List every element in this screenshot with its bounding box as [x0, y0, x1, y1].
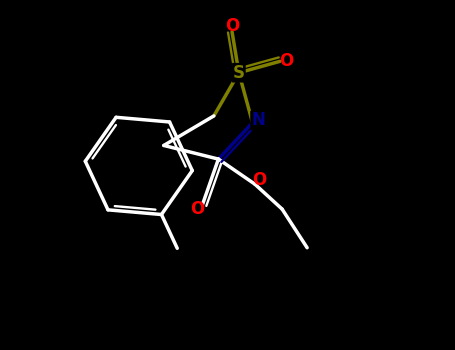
Text: N: N [251, 111, 265, 130]
Text: O: O [225, 18, 239, 35]
Text: O: O [279, 52, 294, 70]
Text: O: O [190, 200, 204, 218]
Text: S: S [233, 64, 245, 82]
Text: O: O [252, 170, 267, 189]
